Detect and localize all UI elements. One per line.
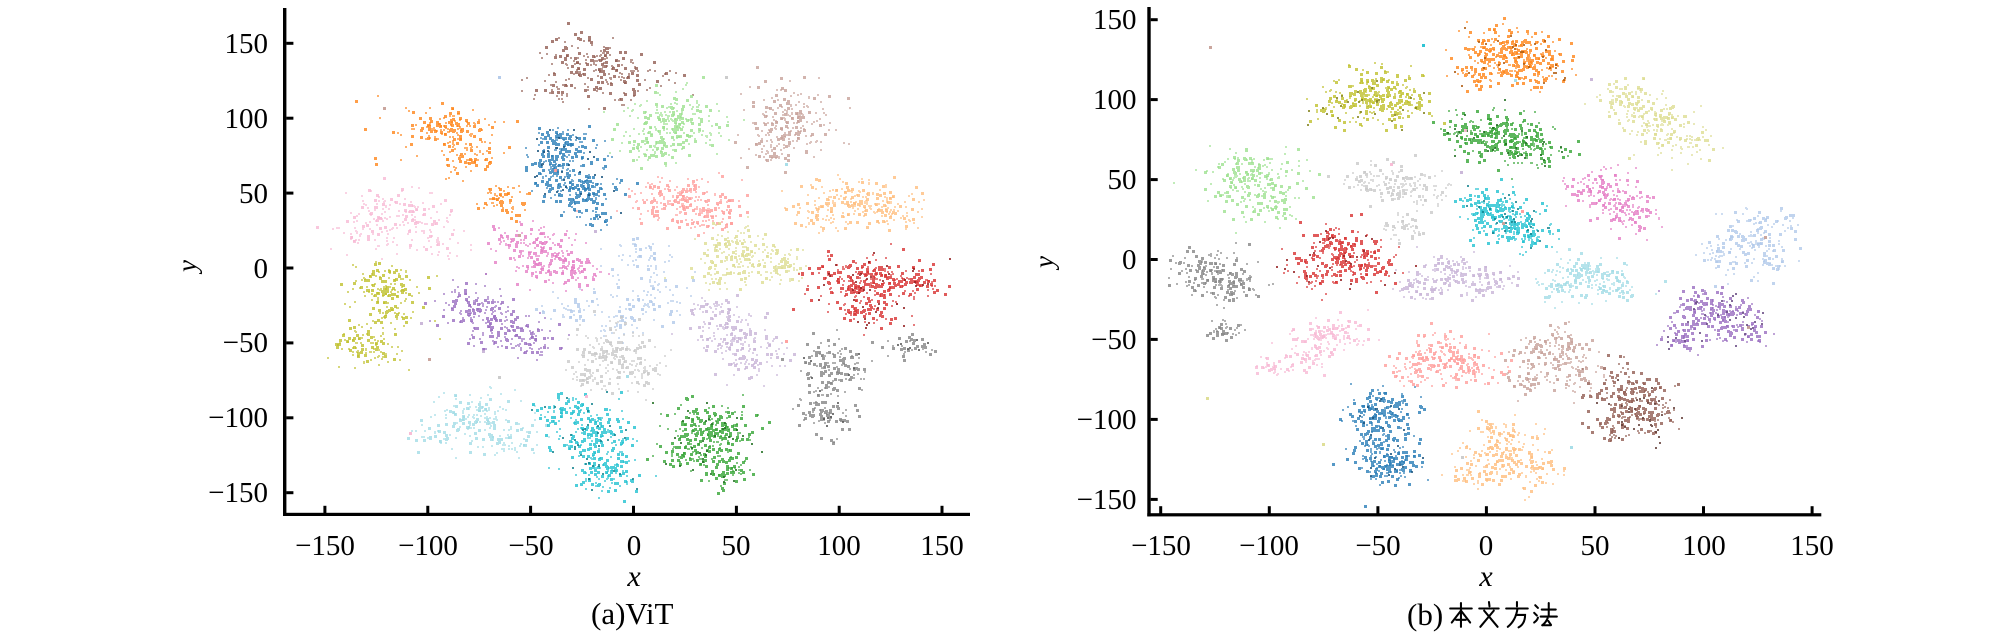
svg-text:150: 150: [225, 28, 269, 60]
svg-text:−150: −150: [1077, 484, 1137, 516]
svg-text:0: 0: [254, 253, 269, 285]
svg-text:0: 0: [627, 530, 642, 562]
svg-text:150: 150: [1790, 530, 1834, 562]
svg-text:−100: −100: [1239, 530, 1299, 562]
svg-text:−100: −100: [1077, 404, 1137, 436]
svg-text:150: 150: [920, 530, 964, 562]
svg-text:−100: −100: [208, 402, 268, 434]
svg-text:y: y: [1029, 256, 1059, 271]
svg-text:−100: −100: [398, 530, 458, 562]
svg-text:100: 100: [225, 103, 269, 135]
svg-text:50: 50: [1581, 530, 1610, 562]
svg-text:100: 100: [817, 530, 861, 562]
svg-text:0: 0: [1122, 244, 1137, 276]
svg-text:50: 50: [722, 530, 751, 562]
svg-text:0: 0: [1479, 530, 1494, 562]
svg-text:−150: −150: [295, 530, 355, 562]
svg-text:−50: −50: [1091, 324, 1136, 356]
svg-text:−50: −50: [223, 327, 268, 359]
svg-text:−150: −150: [208, 477, 268, 509]
svg-text:50: 50: [1108, 164, 1137, 196]
svg-text:y: y: [172, 260, 202, 275]
svg-text:50: 50: [239, 178, 268, 210]
svg-text:150: 150: [1093, 4, 1137, 36]
svg-text:−50: −50: [1355, 530, 1400, 562]
svg-text:x: x: [626, 560, 641, 593]
svg-text:−150: −150: [1131, 530, 1191, 562]
svg-text:(b): (b): [1407, 597, 1443, 632]
svg-text:100: 100: [1682, 530, 1726, 562]
svg-text:(a)ViT: (a)ViT: [591, 596, 674, 631]
svg-text:100: 100: [1093, 84, 1137, 116]
svg-text:x: x: [1478, 560, 1493, 593]
svg-text:−50: −50: [508, 530, 553, 562]
